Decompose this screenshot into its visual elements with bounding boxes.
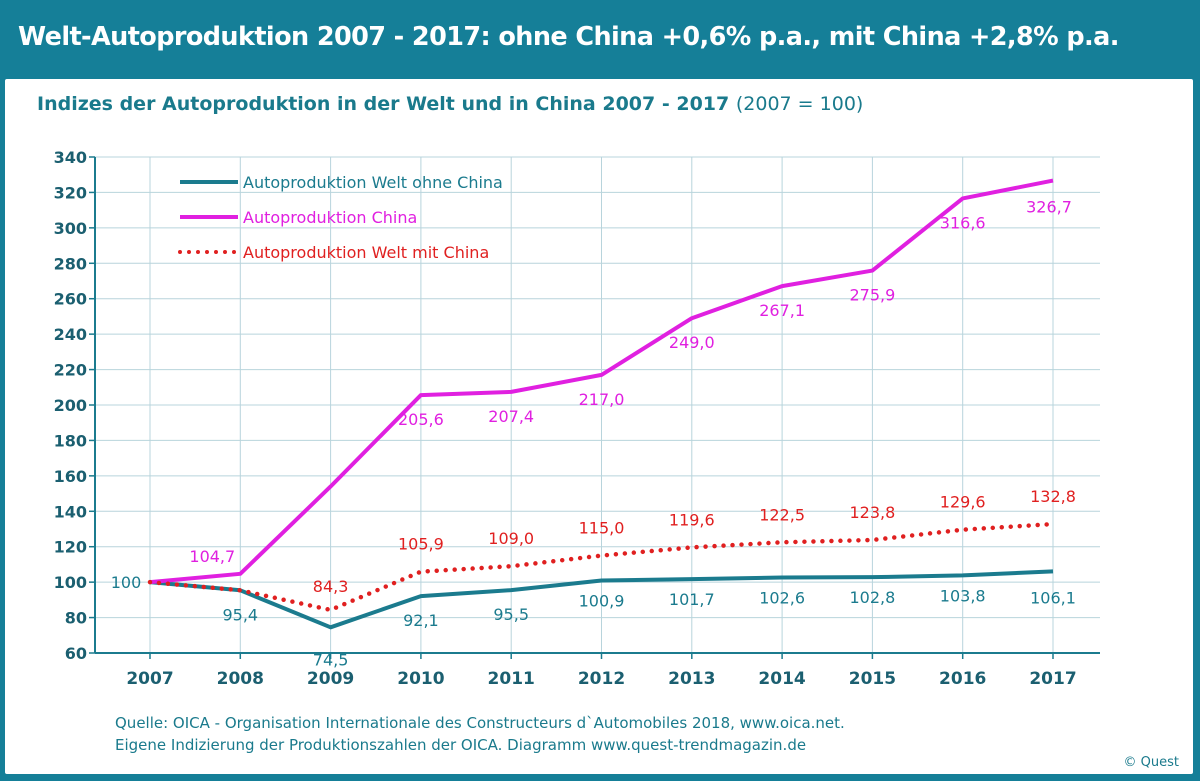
series-line-3 [147, 521, 1056, 613]
data-label: 102,6 [759, 589, 805, 608]
x-tick-label: 2016 [939, 669, 986, 689]
data-label: 326,7 [1026, 198, 1072, 217]
y-tick-label: 280 [54, 254, 87, 273]
data-label: 101,7 [669, 590, 715, 609]
x-tick-label: 2013 [668, 669, 715, 689]
data-label: 100,9 [579, 592, 625, 611]
data-label: 105,9 [398, 535, 444, 554]
x-tick-label: 2014 [758, 669, 805, 689]
data-label: 106,1 [1030, 588, 1076, 607]
source-line-2: Eigene Indizierung der Produktionszahlen… [115, 736, 807, 754]
copyright: © Quest [1123, 755, 1179, 770]
data-label: 205,6 [398, 410, 444, 429]
x-tick-label: 2010 [397, 669, 444, 689]
data-label: 95,5 [493, 605, 529, 624]
y-tick-label: 180 [54, 431, 87, 450]
y-tick-label: 60 [65, 644, 87, 663]
data-label: 109,0 [488, 529, 534, 548]
data-label: 123,8 [849, 503, 895, 522]
x-tick-label: 2015 [849, 669, 896, 689]
chart-title: Indizes der Autoproduktion in der Welt u… [37, 93, 863, 115]
y-tick-label: 160 [54, 467, 87, 486]
data-label: 119,6 [669, 510, 715, 529]
legend-label: Autoproduktion China [243, 208, 417, 227]
x-tick-label: 2009 [307, 669, 354, 689]
data-label: 267,1 [759, 301, 805, 320]
chart-subtitle: (2007 = 100) [735, 93, 864, 115]
data-label: 275,9 [849, 286, 895, 305]
x-tick-label: 2017 [1029, 669, 1076, 689]
data-label: 103,8 [940, 586, 986, 605]
y-tick-label: 340 [54, 148, 87, 167]
legend-label: Autoproduktion Welt mit China [243, 243, 489, 262]
y-tick-label: 300 [54, 219, 87, 238]
data-label: 74,5 [313, 650, 349, 669]
data-label: 102,8 [849, 588, 895, 607]
chart-title-text: Indizes der Autoproduktion in der Welt u… [37, 93, 730, 115]
y-tick-label: 80 [65, 609, 87, 628]
data-label: 316,6 [940, 213, 986, 232]
data-label: 129,6 [940, 493, 986, 512]
y-tick-label: 220 [54, 361, 87, 380]
series-line-1 [149, 569, 1054, 630]
x-tick-label: 2011 [488, 669, 535, 689]
data-label: 100 [111, 573, 142, 592]
y-tick-label: 120 [54, 538, 87, 557]
data-label: 92,1 [403, 611, 439, 630]
x-tick-label: 2008 [217, 669, 264, 689]
data-label: 249,0 [669, 333, 715, 352]
data-label: 104,7 [189, 547, 235, 566]
series-line-2 [149, 178, 1054, 585]
chart-panel: Indizes der Autoproduktion in der Welt u… [5, 79, 1193, 774]
y-tick-label: 320 [54, 183, 87, 202]
y-tick-label: 200 [54, 396, 87, 415]
data-label: 95,4 [222, 605, 258, 624]
y-tick-label: 140 [54, 502, 87, 521]
legend-label: Autoproduktion Welt ohne China [243, 173, 503, 192]
y-tick-label: 100 [54, 573, 87, 592]
data-label: 115,0 [579, 519, 625, 538]
data-label: 207,4 [488, 407, 534, 426]
x-tick-label: 2012 [578, 669, 625, 689]
y-tick-label: 240 [54, 325, 87, 344]
data-label: 84,3 [313, 577, 349, 596]
data-label: 217,0 [579, 390, 625, 409]
y-tick-label: 260 [54, 290, 87, 309]
source-line-1: Quelle: OICA - Organisation Internationa… [115, 714, 845, 732]
data-label: 122,5 [759, 505, 805, 524]
data-label: 132,8 [1030, 487, 1076, 506]
x-tick-label: 2007 [126, 669, 173, 689]
page-title: Welt-Autoproduktion 2007 - 2017: ohne Ch… [18, 22, 1119, 52]
